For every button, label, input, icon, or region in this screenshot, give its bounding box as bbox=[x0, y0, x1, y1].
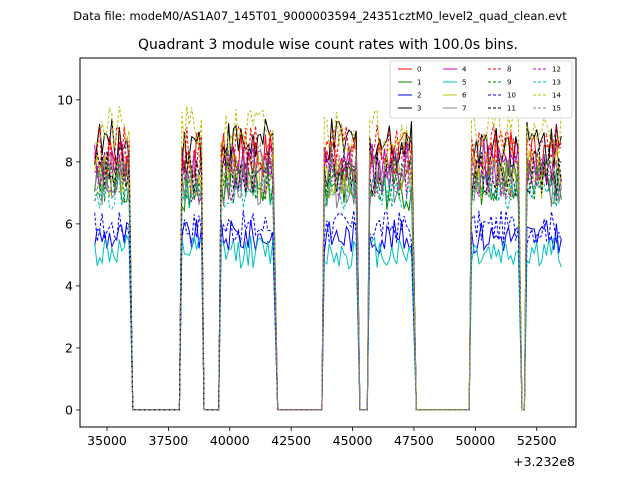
series-line-3 bbox=[94, 118, 562, 411]
legend-label-3: 3 bbox=[417, 105, 421, 113]
series-line-10 bbox=[94, 209, 562, 411]
series-line-14 bbox=[94, 106, 562, 411]
series-line-1 bbox=[94, 161, 562, 411]
series-layer bbox=[94, 106, 562, 411]
x-tick-label: 42500 bbox=[271, 433, 311, 448]
x-tick-label: 45000 bbox=[333, 433, 373, 448]
legend-label-12: 12 bbox=[552, 66, 561, 74]
y-tick-label: 0 bbox=[65, 402, 73, 417]
legend-box bbox=[389, 60, 573, 119]
series-line-13 bbox=[94, 174, 562, 411]
series-line-2 bbox=[94, 219, 562, 411]
legend-label-8: 8 bbox=[507, 66, 511, 74]
legend-label-10: 10 bbox=[507, 92, 516, 100]
y-tick-label: 4 bbox=[65, 278, 73, 293]
legend-label-9: 9 bbox=[507, 79, 511, 87]
y-tick-label: 10 bbox=[57, 92, 73, 107]
legend-label-0: 0 bbox=[417, 66, 421, 74]
x-tick-label: 40000 bbox=[210, 433, 250, 448]
chart-title: Quadrant 3 module wise count rates with … bbox=[138, 37, 518, 53]
x-tick-label: 35000 bbox=[87, 433, 127, 448]
y-axis: 0 2 4 6 8 10 bbox=[57, 92, 80, 417]
series-line-8 bbox=[94, 124, 562, 411]
legend-label-7: 7 bbox=[462, 105, 466, 113]
legend-label-15: 15 bbox=[552, 105, 561, 113]
series-line-15 bbox=[94, 141, 562, 411]
x-tick-label: 50000 bbox=[455, 433, 495, 448]
x-offset-label: +3.232e8 bbox=[513, 454, 575, 469]
legend-label-14: 14 bbox=[552, 92, 561, 100]
legend-label-13: 13 bbox=[552, 79, 561, 87]
y-tick-label: 8 bbox=[65, 154, 73, 169]
series-line-7 bbox=[94, 158, 562, 411]
chart-suptitle: Data file: modeM0/AS1A07_145T01_90000035… bbox=[73, 9, 567, 23]
y-tick-label: 2 bbox=[65, 340, 73, 355]
legend-label-2: 2 bbox=[417, 92, 421, 100]
series-line-5 bbox=[94, 234, 562, 411]
legend-label-5: 5 bbox=[462, 79, 466, 87]
x-tick-label: 47500 bbox=[394, 433, 434, 448]
plot-frame bbox=[79, 57, 577, 428]
legend-label-6: 6 bbox=[462, 92, 467, 100]
legend-label-11: 11 bbox=[507, 105, 516, 113]
x-axis: 35000 37500 40000 42500 45000 47500 50000 52500 bbox=[87, 427, 557, 448]
legend-label-1: 1 bbox=[417, 79, 421, 87]
series-line-12 bbox=[94, 152, 562, 411]
x-tick-label: 52500 bbox=[517, 433, 557, 448]
legend-label-4: 4 bbox=[462, 66, 467, 74]
y-tick-label: 6 bbox=[65, 216, 73, 231]
x-tick-label: 37500 bbox=[149, 433, 189, 448]
